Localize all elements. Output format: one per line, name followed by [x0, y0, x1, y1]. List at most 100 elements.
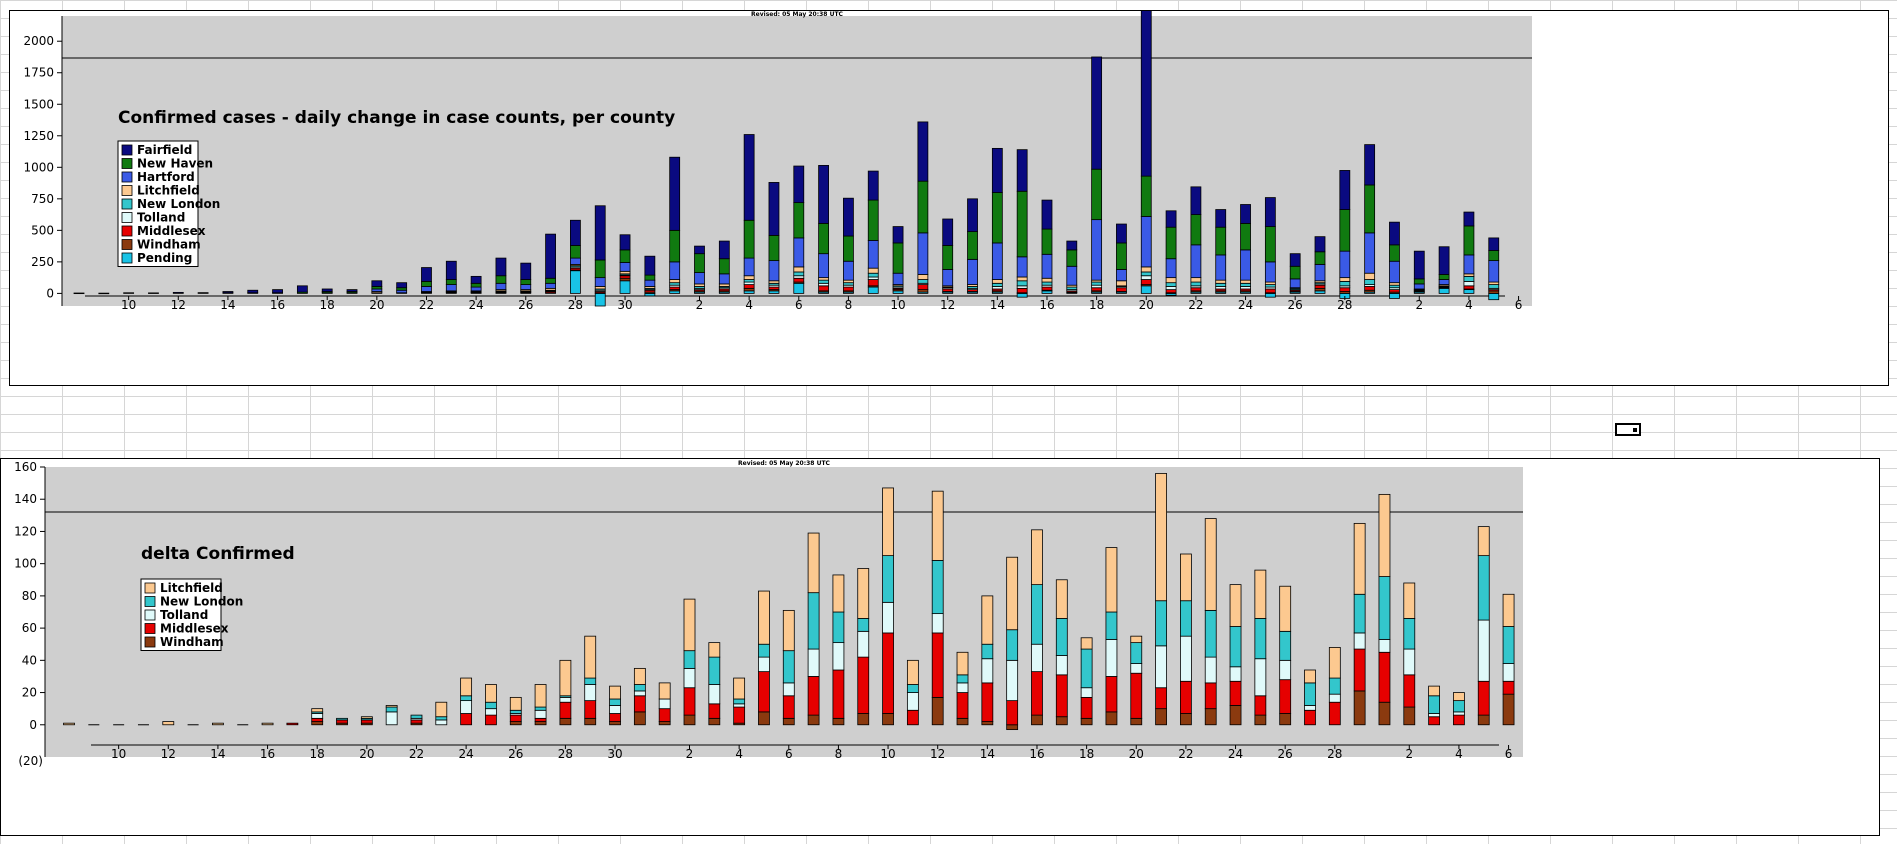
chart1-bar-fairfield [197, 292, 209, 294]
chart2-bar-middlesex [1328, 701, 1341, 726]
chart1-xtick-label: 26 [518, 298, 533, 312]
chart2-bar-litchfield [981, 595, 994, 645]
chart1-bar-fairfield [1463, 211, 1475, 227]
chart2-bar-middlesex [782, 695, 795, 719]
chart1-bar-fairfield [892, 226, 904, 244]
chart2-bar-litchfield [1279, 585, 1292, 632]
chart2-bar-new-london [906, 684, 919, 693]
chart2-bar-windham [1378, 701, 1391, 726]
chart2-xtick-label: 16 [1029, 747, 1044, 761]
chart1-xtick-label: 12 [171, 298, 186, 312]
chart1-bar-new-london [1339, 281, 1351, 287]
chart1-bar-pending [1016, 292, 1028, 298]
chart1-bar-new-haven [669, 229, 681, 263]
chart1-bar-new-haven [1438, 274, 1450, 280]
chart2-ytick-label: 140 [14, 492, 37, 506]
chart2-bar-tolland [981, 658, 994, 684]
chart1-bar-middlesex [793, 277, 805, 283]
chart1-bar-hartford [1140, 216, 1152, 268]
chart2-bar-tolland [758, 656, 770, 673]
chart2-bar-new-london [1453, 700, 1465, 713]
chart1-legend-label: Tolland [137, 211, 185, 225]
chart1-legend-label: New London [137, 197, 220, 211]
chart2-bar-litchfield [435, 701, 448, 718]
chart2-bar-middlesex [1403, 674, 1416, 708]
chart1-bar-middlesex [1264, 288, 1276, 294]
chart1-bar-new-haven [619, 249, 631, 263]
chart2-bar-tolland [311, 713, 324, 719]
chart1-bar-fairfield [1438, 246, 1450, 275]
chart2-bar-new-london [956, 674, 969, 684]
chart1-bar-fairfield [321, 288, 333, 292]
chart1-bar-pending [1463, 289, 1475, 294]
chart2-bar-windham [981, 721, 994, 726]
chart1-bar-new-haven [1463, 225, 1475, 256]
chart1-bar-fairfield [669, 156, 681, 231]
chart1-legend-label: Pending [137, 251, 192, 265]
chart2-bar-litchfield [212, 722, 224, 726]
chart2-bar-middlesex [584, 700, 597, 719]
chart2-bar-windham [1353, 690, 1366, 726]
chart1-bar-new-haven [1016, 190, 1028, 258]
chart2-bar-middlesex [1477, 680, 1490, 716]
chart2-bar-new-london [1254, 618, 1267, 660]
chart1-bar-middlesex [1364, 286, 1376, 291]
chart1-xtick-label: 14 [220, 298, 235, 312]
chart1-bar-hartford [892, 272, 904, 285]
chart2-bar-litchfield [1105, 547, 1118, 613]
chart2-xtick-label: 18 [310, 747, 325, 761]
chart2-bar-windham [559, 717, 572, 726]
chart1-bar-fairfield [1240, 204, 1251, 224]
chart2-bar-new-london [1328, 677, 1341, 695]
chart1-bar-fairfield [123, 292, 135, 294]
chart2-bar-middlesex [509, 714, 522, 722]
chart1-bar-fairfield [1339, 170, 1351, 210]
chart1-bar-hartford [991, 242, 1003, 280]
chart1-bar-fairfield [793, 165, 805, 204]
chart2-bar-middlesex [1204, 682, 1217, 710]
selection-box[interactable] [1615, 423, 1641, 436]
chart2-bar-windham [1006, 724, 1019, 731]
chart2-bar-tolland [683, 667, 696, 689]
chart2-bar-middlesex [1180, 680, 1192, 714]
chart1-bar-hartford [793, 237, 805, 268]
chart1-bar-fairfield [594, 205, 606, 261]
chart2-bar-middlesex [633, 695, 646, 713]
selection-handle[interactable] [1633, 428, 1637, 432]
chart1-bar-fairfield [942, 218, 954, 246]
chart1-bar-fairfield [1190, 186, 1202, 215]
chart2-legend-label: Litchfield [160, 581, 223, 595]
chart1-bar-fairfield [619, 234, 631, 251]
chart2-bar-new-london [708, 656, 721, 685]
chart2-bar-tolland [1304, 705, 1316, 711]
chart2-bar-tolland [1080, 687, 1093, 698]
chart1-bar-fairfield [172, 291, 184, 294]
chart1-bar-fairfield [1488, 237, 1500, 251]
chart1-bar-new-london [1215, 282, 1227, 287]
chart2-bar-new-london [460, 695, 473, 702]
chart2-bar-new-london [733, 698, 746, 705]
chart1-bar-new-haven [694, 253, 705, 273]
chart2-bar-new-london [485, 701, 497, 710]
chart1-bar-middlesex [1314, 284, 1326, 289]
chart1-bar-litchfield [1364, 272, 1376, 280]
chart1-bar-new-london [867, 272, 879, 278]
chart2-bar-middlesex [286, 722, 299, 726]
chart1-bar-litchfield [1215, 279, 1227, 284]
chart1-xtick-label: 16 [270, 298, 285, 312]
chart2-bar-new-london [336, 717, 348, 721]
chart2-bar-litchfield [1453, 692, 1465, 702]
chart1-bar-fairfield [967, 198, 978, 233]
chart1-bar-middlesex [1116, 287, 1127, 292]
chart1-bar-pending [1140, 285, 1152, 294]
chart1-xtick-label: 22 [419, 298, 434, 312]
chart2-bar-new-london [1279, 630, 1292, 661]
chart1-bar-litchfield [1041, 277, 1053, 283]
chart2-bar-litchfield [882, 487, 894, 557]
chart2-bar-tolland [906, 692, 919, 711]
chart2-xtick-label: 28 [1327, 747, 1342, 761]
chart2-xtick-label: 22 [1178, 747, 1193, 761]
chart2-bar-windham [1031, 714, 1043, 726]
chart1-bar-new-london [1463, 275, 1475, 282]
chart2-bar-tolland [832, 642, 845, 671]
